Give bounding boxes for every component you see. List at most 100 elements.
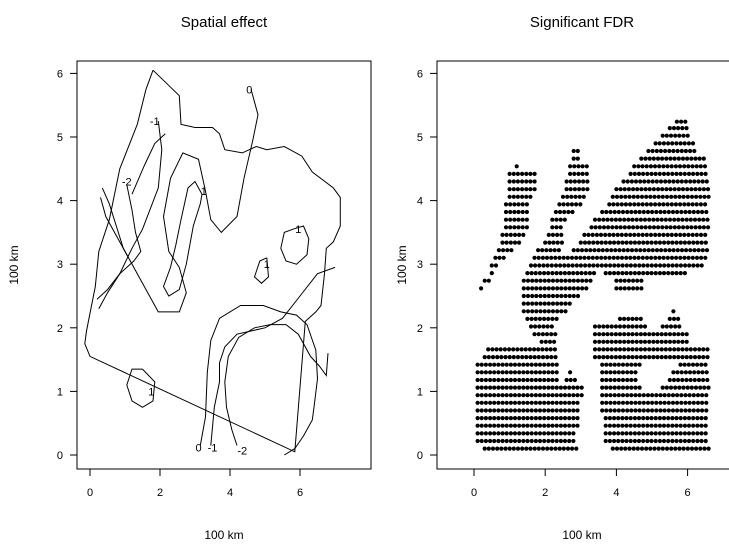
significant-point bbox=[703, 240, 708, 245]
significant-point bbox=[620, 385, 626, 390]
significant-point bbox=[620, 416, 625, 421]
significant-point bbox=[647, 156, 652, 161]
significant-point bbox=[647, 355, 652, 360]
significant-point bbox=[609, 324, 614, 329]
significant-point bbox=[516, 225, 521, 230]
significant-point bbox=[568, 370, 573, 375]
significant-point bbox=[658, 400, 663, 405]
significant-point bbox=[626, 217, 631, 222]
significant-point bbox=[544, 332, 550, 337]
significant-point bbox=[496, 362, 501, 367]
significant-point bbox=[565, 194, 570, 199]
significant-point bbox=[616, 263, 621, 268]
significant-point bbox=[622, 187, 627, 192]
significant-point bbox=[571, 431, 576, 436]
significant-point bbox=[669, 232, 674, 237]
significant-point bbox=[699, 171, 704, 176]
significant-point bbox=[624, 423, 629, 428]
significant-point bbox=[704, 209, 709, 215]
significant-point bbox=[662, 400, 667, 405]
significant-point bbox=[500, 377, 505, 383]
significant-point bbox=[492, 393, 497, 398]
significant-point bbox=[532, 332, 537, 337]
significant-point bbox=[571, 156, 576, 161]
significant-point bbox=[492, 431, 497, 436]
significant-point bbox=[673, 133, 678, 138]
significant-point bbox=[703, 255, 708, 260]
significant-point bbox=[550, 408, 555, 413]
significant-point bbox=[695, 240, 700, 245]
significant-point bbox=[525, 286, 531, 291]
significant-point bbox=[668, 156, 673, 161]
significant-point bbox=[546, 400, 551, 405]
significant-point bbox=[612, 209, 617, 215]
significant-point bbox=[537, 416, 543, 421]
significant-point bbox=[683, 148, 689, 154]
significant-point bbox=[620, 431, 625, 436]
significant-point bbox=[521, 438, 526, 444]
significant-point bbox=[626, 278, 632, 283]
significant-point bbox=[628, 171, 633, 176]
significant-point bbox=[614, 225, 619, 230]
significant-point bbox=[508, 377, 513, 383]
significant-point bbox=[512, 240, 518, 245]
significant-point bbox=[541, 263, 546, 268]
significant-point bbox=[533, 393, 539, 398]
significant-point bbox=[633, 408, 638, 413]
significant-point bbox=[664, 225, 669, 230]
significant-point bbox=[644, 446, 649, 451]
significant-point bbox=[492, 362, 497, 367]
significant-point bbox=[488, 377, 493, 383]
significant-point bbox=[515, 347, 520, 352]
significant-point bbox=[687, 408, 692, 413]
significant-point bbox=[691, 416, 696, 421]
significant-point bbox=[660, 446, 665, 451]
significant-point bbox=[620, 370, 626, 375]
significant-point bbox=[683, 408, 688, 413]
significant-point bbox=[499, 355, 504, 360]
significant-point bbox=[633, 385, 638, 390]
significant-point bbox=[641, 209, 646, 215]
significant-point bbox=[683, 179, 689, 184]
significant-point bbox=[618, 225, 623, 230]
significant-point bbox=[703, 423, 708, 428]
significant-point bbox=[614, 194, 620, 199]
significant-point bbox=[688, 248, 693, 253]
significant-point bbox=[655, 339, 660, 344]
significant-point bbox=[520, 171, 525, 176]
significant-point bbox=[512, 370, 518, 375]
significant-point bbox=[604, 209, 609, 215]
significant-point bbox=[696, 179, 701, 184]
significant-point bbox=[554, 362, 559, 367]
significant-point bbox=[615, 202, 620, 207]
significant-point bbox=[524, 217, 530, 222]
significant-point bbox=[516, 217, 521, 222]
significant-point bbox=[620, 209, 626, 215]
significant-point bbox=[661, 438, 667, 444]
significant-point bbox=[591, 263, 596, 268]
significant-point bbox=[550, 423, 555, 428]
significant-point bbox=[600, 393, 605, 398]
significant-point bbox=[676, 332, 681, 337]
significant-point bbox=[632, 416, 638, 421]
significant-point bbox=[605, 217, 610, 222]
significant-point bbox=[558, 217, 563, 222]
significant-point bbox=[492, 400, 497, 405]
significant-point bbox=[504, 362, 509, 367]
significant-point bbox=[575, 385, 580, 390]
significant-point bbox=[705, 355, 710, 360]
significant-point bbox=[695, 362, 700, 367]
significant-point bbox=[662, 263, 667, 268]
y-tick-label: 6 bbox=[417, 68, 423, 80]
significant-point bbox=[475, 370, 480, 375]
significant-point bbox=[664, 446, 670, 451]
significant-point bbox=[667, 339, 673, 344]
significant-point bbox=[517, 431, 522, 436]
significant-point bbox=[675, 370, 680, 375]
significant-point bbox=[699, 362, 704, 367]
x-tick-label: 2 bbox=[542, 487, 548, 499]
significant-point bbox=[488, 438, 493, 444]
significant-point bbox=[550, 400, 555, 405]
significant-point bbox=[657, 271, 663, 276]
significant-point bbox=[562, 393, 568, 398]
